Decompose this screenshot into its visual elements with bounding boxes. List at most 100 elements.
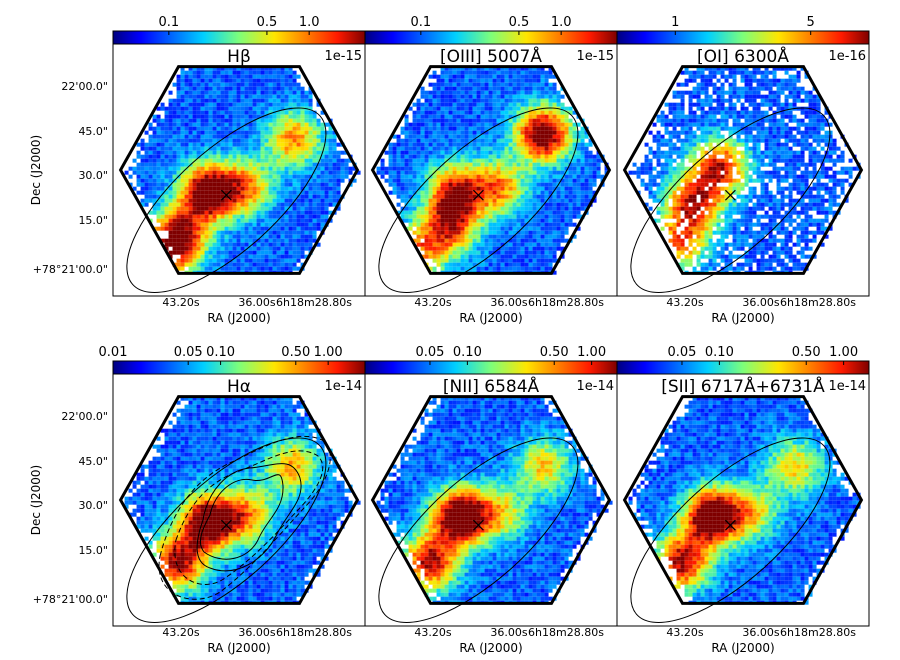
map-pixel [232,250,237,255]
map-pixel [440,70,445,75]
map-pixel [224,102,229,107]
map-pixel [548,134,553,139]
map-pixel [456,186,461,191]
map-pixel [492,70,497,75]
map-pixel [776,102,781,107]
map-pixel [236,238,241,243]
map-pixel [240,194,245,199]
map-pixel [436,162,441,167]
map-pixel [744,66,749,71]
map-pixel [256,170,261,175]
map-pixel [600,174,605,179]
map-pixel [204,258,209,263]
map-pixel [512,98,517,103]
map-pixel [288,86,293,91]
map-pixel [756,118,761,123]
map-pixel [564,118,569,123]
map-pixel [680,114,685,119]
x-axis-label: RA (J2000) [459,311,522,325]
map-pixel [288,66,293,71]
map-pixel [196,94,201,99]
map-pixel [684,70,689,75]
map-pixel [244,162,249,167]
map-pixel [480,138,485,143]
map-pixel [236,78,241,83]
map-pixel [428,90,433,95]
map-pixel [440,122,445,127]
map-pixel [516,186,521,191]
map-pixel [412,158,417,163]
map-pixel [300,226,305,231]
map-pixel [764,130,769,135]
map-pixel [204,170,209,175]
map-pixel [512,214,517,219]
map-pixel [252,154,257,159]
map-pixel [776,94,781,99]
map-pixel [472,146,477,151]
map-pixel [500,222,505,227]
map-pixel [556,162,561,167]
map-pixel [444,126,449,131]
map-pixel [512,210,517,215]
map-pixel [424,166,429,171]
map-pixel [188,238,193,243]
map-pixel [432,126,437,131]
map-pixel [332,142,337,147]
map-pixel [428,114,433,119]
map-pixel [412,122,417,127]
map-pixel [460,150,465,155]
map-pixel [308,122,313,127]
map-pixel [420,90,425,95]
map-pixel [216,134,221,139]
map-pixel [528,166,533,171]
map-pixel [500,202,505,207]
map-pixel [440,226,445,231]
map-pixel [168,130,173,135]
map-pixel [492,230,497,235]
map-pixel [548,150,553,155]
map-pixel [148,210,153,215]
map-pixel [464,94,469,99]
map-pixel [692,114,697,119]
map-pixel [268,166,273,171]
map-pixel [388,158,393,163]
map-pixel [504,174,509,179]
map-pixel [488,258,493,263]
map-pixel [260,94,265,99]
map-pixel [452,258,457,263]
map-pixel [424,186,429,191]
map-pixel [516,154,521,159]
map-pixel [536,146,541,151]
map-pixel [236,138,241,143]
map-pixel [188,78,193,83]
map-pixel [740,122,745,127]
map-pixel [272,230,277,235]
map-pixel [552,102,557,107]
map-pixel [236,74,241,79]
map-pixel [528,230,533,235]
map-pixel [288,206,293,211]
map-pixel [436,146,441,151]
map-pixel [500,162,505,167]
map-pixel [264,250,269,255]
map-pixel [140,138,145,143]
map-pixel [432,158,437,163]
map-pixel [468,78,473,83]
map-pixel [496,206,501,211]
map-pixel [232,86,237,91]
map-pixel [252,238,257,243]
map-pixel [240,138,245,143]
map-pixel [240,122,245,127]
map-pixel [772,78,777,83]
map-pixel [404,138,409,143]
map-pixel [524,122,529,127]
map-pixel [556,226,561,231]
map-pixel [704,82,709,87]
map-pixel [188,106,193,111]
map-pixel [408,210,413,215]
map-pixel [176,258,181,263]
map-pixel [516,170,521,175]
map-pixel [232,206,237,211]
map-pixel [192,106,197,111]
map-pixel [440,174,445,179]
